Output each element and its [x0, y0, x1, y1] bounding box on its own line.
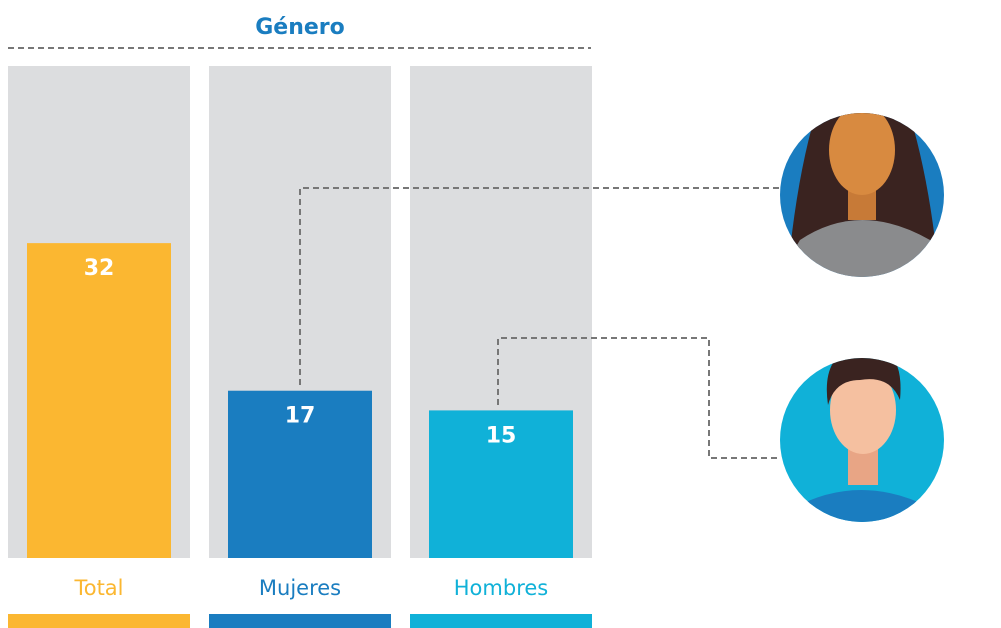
value-label: 15 — [486, 423, 517, 448]
value-label: 32 — [84, 256, 115, 281]
bar — [27, 243, 171, 558]
plot: 32 Total 17 Mujeres 15 Hombres — [8, 66, 592, 628]
x-tick-label: Total — [73, 576, 123, 600]
category-underline — [410, 614, 592, 628]
category-underline — [209, 614, 391, 628]
chart-title: Género — [255, 15, 345, 40]
man-avatar — [770, 345, 960, 540]
value-label: 17 — [285, 404, 316, 429]
chart: Género 32 Total 17 Mujeres 15 Hombres — [0, 0, 1001, 628]
x-tick-label: Mujeres — [259, 576, 341, 600]
category-underline — [8, 614, 190, 628]
woman-avatar — [770, 80, 960, 290]
x-tick-label: Hombres — [454, 576, 548, 600]
